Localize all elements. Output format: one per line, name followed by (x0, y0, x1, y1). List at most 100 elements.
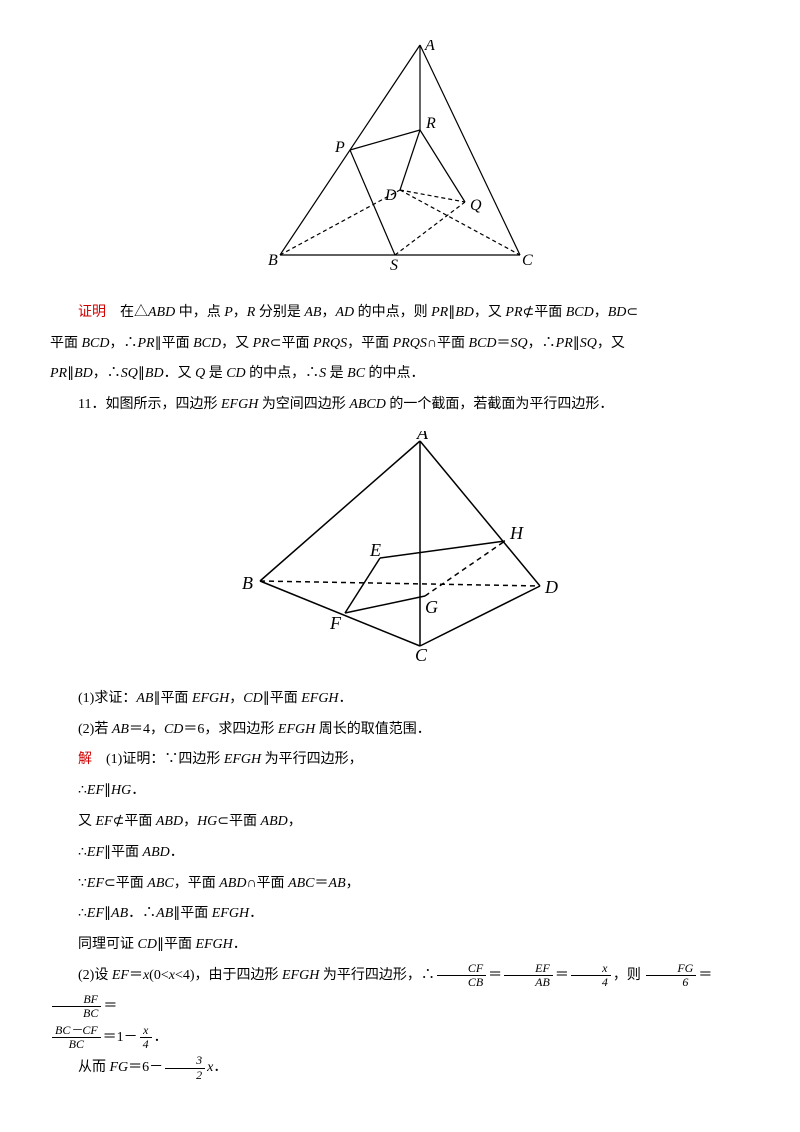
t: ABD (219, 876, 246, 891)
t: FG (110, 1060, 129, 1075)
proof-10: 证明 在△ABD 中，点 P，R 分别是 AB，AD 的中点，则 PR∥BD，又… (50, 298, 750, 329)
t: EFGH (278, 722, 315, 737)
t: ，求四边形 (204, 722, 278, 737)
t: EF (87, 845, 104, 860)
t: EFGH (301, 691, 338, 706)
part2-last: 从而 FG＝6－32x． (50, 1053, 750, 1084)
t: (1)证明：∵四边形 (106, 752, 224, 767)
fig1-label-A: A (424, 40, 435, 54)
t: BCD (469, 336, 497, 351)
fig2-F: F (329, 613, 342, 633)
t: 的一个截面，若截面为平行四边形． (386, 397, 614, 412)
frac-ef-ab: EFAB (504, 962, 553, 989)
t: R (247, 305, 256, 320)
t: EFGH (221, 397, 258, 412)
t: BC (347, 366, 365, 381)
t: EFGH (212, 906, 249, 921)
t: 周长的取值范围． (315, 722, 431, 737)
part2-l2: BC－CFBC＝1－x4． (50, 1023, 750, 1054)
sol-1: 解 (1)证明：∵四边形 EFGH 为平行四边形， (50, 745, 750, 776)
fig2-D: D (544, 577, 558, 597)
t: CD (164, 722, 183, 737)
fig1-label-S: S (390, 257, 398, 274)
t: ABD (143, 845, 170, 860)
t: 为平行四边形， (261, 752, 363, 767)
t: PR (556, 336, 573, 351)
t: (2)若 (78, 722, 112, 737)
t: EF (96, 814, 113, 829)
t: (2)设 (78, 968, 112, 983)
sol-5: ∵EF⊂平面 ABC，平面 ABD∩平面 ABC＝AB， (50, 869, 750, 900)
t: SQ (511, 336, 528, 351)
problem-11: 11．如图所示，四边形 EFGH 为空间四边形 ABCD 的一个截面，若截面为平… (50, 390, 750, 421)
sol-4: ∴EF∥平面 ABD． (50, 838, 750, 869)
t: AB (136, 691, 153, 706)
frac-3-2: 32 (165, 1054, 205, 1081)
t: BCD (193, 336, 221, 351)
t: HG (111, 783, 131, 798)
part2-l1: (2)设 EF＝x(0<x<4)，由于四边形 EFGH 为平行四边形，∴CFCB… (50, 961, 750, 1023)
fig2-H: H (509, 523, 524, 543)
t: ABCD (349, 397, 386, 412)
t: EF (87, 906, 104, 921)
fig2-G: G (425, 597, 438, 617)
t: EFGH (195, 937, 232, 952)
frac-x-4: x4 (571, 962, 611, 989)
t: EFGH (224, 752, 261, 767)
fig1-label-C: C (522, 252, 533, 269)
t: AB (156, 906, 173, 921)
t: (1)求证： (78, 691, 136, 706)
fig1-label-R: R (425, 115, 436, 132)
sol-label: 解 (78, 752, 92, 767)
t: PR (431, 305, 448, 320)
figure-tetrahedron-prqs: A B C S P R D Q (50, 40, 750, 288)
t: BD (455, 305, 474, 320)
figure-tetrahedron-efgh: A B C D E F G H (50, 431, 750, 674)
t: BD (608, 305, 627, 320)
t: ABC (147, 876, 173, 891)
t: AD (335, 305, 354, 320)
t: EFGH (192, 691, 229, 706)
q1: (1)求证：AB∥平面 EFGH，CD∥平面 EFGH． (50, 684, 750, 715)
t: 4 (143, 722, 150, 737)
t: EF (112, 968, 129, 983)
t: AB (111, 906, 128, 921)
fig1-label-B: B (268, 252, 278, 269)
frac-bccf-bc: BC－CFBC (52, 1024, 101, 1051)
t: ABD (148, 305, 175, 320)
t: 为空间四边形 (258, 397, 349, 412)
t: S (319, 366, 326, 381)
proof-10-l3: PR∥BD，∴SQ∥BD．又 Q 是 CD 的中点，∴S 是 BC 的中点． (50, 359, 750, 390)
q2: (2)若 AB＝4，CD＝6，求四边形 EFGH 周长的取值范围． (50, 715, 750, 746)
t: 1 (117, 1030, 124, 1045)
t: BD (145, 366, 164, 381)
fig2-E: E (369, 540, 381, 560)
t: SQ (121, 366, 138, 381)
t: Q (195, 366, 205, 381)
frac-fg-6: FG6 (646, 962, 696, 989)
fig1-label-P: P (334, 139, 345, 156)
sol-3: 又 EF⊄平面 ABD，HG⊂平面 ABD， (50, 807, 750, 838)
frac-bf-bc: BFBC (52, 993, 101, 1020)
t: PR (253, 336, 270, 351)
t: CD (226, 366, 245, 381)
t: AB (112, 722, 129, 737)
t: CD (243, 691, 262, 706)
t: 6 (142, 1060, 149, 1075)
sol-7: 同理可证 CD∥平面 EFGH． (50, 930, 750, 961)
frac-x-4b: x4 (140, 1024, 152, 1051)
fig2-B: B (242, 573, 253, 593)
t: 同理可证 (78, 937, 138, 952)
fig2-A: A (416, 431, 429, 443)
t: ABD (261, 814, 288, 829)
t: x (207, 1060, 213, 1075)
fig1-label-D: D (384, 187, 397, 204)
t: BCD (82, 336, 110, 351)
fig2-C: C (415, 645, 428, 661)
t: PR (138, 336, 155, 351)
t: BCD (566, 305, 594, 320)
t: PRQS (313, 336, 347, 351)
t: 从而 (78, 1060, 110, 1075)
frac-cf-cb: CFCB (437, 962, 486, 989)
t: 如图所示，四边形 (105, 397, 221, 412)
